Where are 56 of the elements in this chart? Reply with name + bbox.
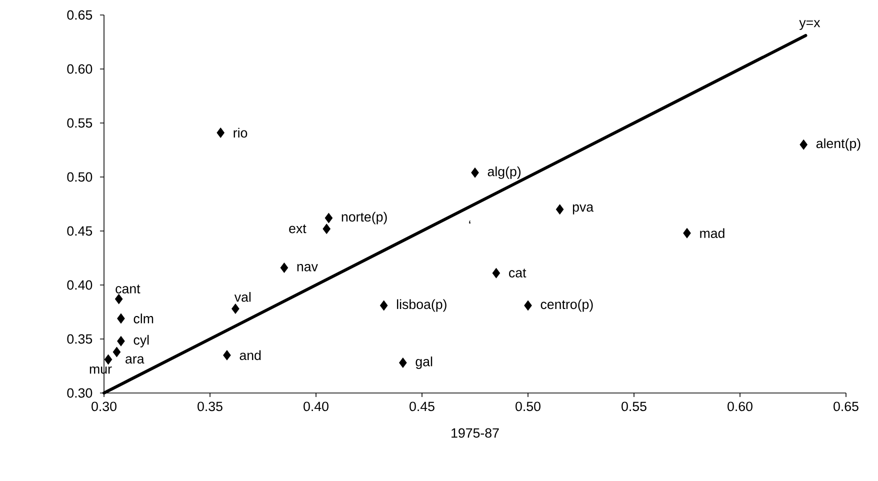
x-tick-label: 0.45	[410, 402, 434, 412]
point	[104, 354, 112, 365]
point	[216, 128, 224, 138]
point	[683, 228, 691, 238]
annotation: pva	[572, 204, 594, 214]
y-tick-label: 0.50	[67, 172, 92, 182]
x-axis-title: 1975-87	[452, 428, 499, 438]
annotation: lisboa(p)	[397, 299, 446, 312]
annotation: y=x	[799, 20, 820, 30]
y-tick-label: 0.60	[67, 64, 92, 74]
annotation: ext	[289, 224, 306, 234]
point	[232, 304, 240, 314]
y-tick-label: 0.30	[67, 388, 92, 398]
point	[800, 140, 808, 150]
annotation: alent(p)	[816, 138, 860, 151]
annotation: centro(p)	[540, 299, 593, 312]
annotation: gal	[416, 356, 432, 369]
point	[471, 168, 479, 178]
point	[380, 300, 388, 311]
x-tick-label: 0.65	[834, 402, 858, 412]
point	[524, 300, 532, 311]
point	[117, 313, 125, 324]
point	[556, 204, 564, 214]
y-tick-label: 0.55	[67, 118, 92, 128]
point	[324, 212, 333, 224]
x-tick-label: 0.55	[622, 402, 646, 412]
x-tick-label: 0.30	[92, 402, 116, 412]
annotation: nav	[297, 264, 318, 272]
annotation: ‘	[469, 220, 470, 224]
x-tick-label: 0.50	[516, 402, 540, 412]
annotation: cat	[509, 268, 526, 278]
point	[280, 262, 288, 273]
annotation: cyl	[134, 334, 149, 348]
x-tick-label: 0.40	[304, 402, 328, 412]
annotation: rio	[234, 128, 248, 138]
annotation: ara	[126, 356, 144, 364]
y-tick-label: 0.45	[67, 226, 92, 236]
point	[492, 268, 500, 278]
point	[322, 224, 330, 234]
y-tick-label: 0.65	[67, 10, 92, 20]
annotation: alg(p)	[488, 166, 521, 179]
annotation: norte(p)	[342, 212, 387, 224]
annotation: val	[234, 292, 251, 302]
point	[399, 358, 407, 368]
x-tick-label: 0.60	[728, 402, 752, 412]
point	[112, 346, 121, 358]
annotation: clm	[134, 314, 154, 324]
point	[223, 350, 231, 360]
x-tick-label: 0.35	[198, 402, 222, 412]
annotation: mad	[700, 228, 724, 238]
point	[117, 336, 125, 346]
annotation: cant	[116, 284, 140, 294]
annotation: and	[240, 350, 261, 360]
point	[114, 294, 123, 304]
y-tick-label: 0.35	[67, 334, 92, 344]
y-tick-label: 0.40	[67, 280, 92, 290]
